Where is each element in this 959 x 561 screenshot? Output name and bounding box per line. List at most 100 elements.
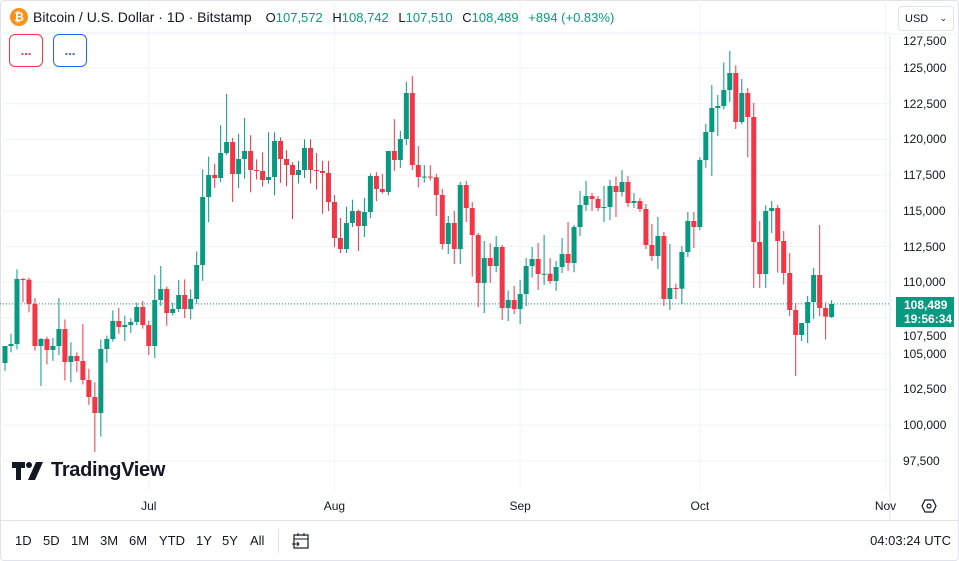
candle-up [739,93,745,122]
close-value: 108,489 [471,9,519,25]
candle-up [68,356,74,362]
candle-down [535,259,541,274]
candle-up [385,151,391,192]
time-tick-label: Jul [141,499,157,513]
candle-up [829,303,835,317]
candle-down [230,142,236,174]
candle-up [697,160,703,227]
last-price: 108,489 [904,298,948,312]
range-1y[interactable]: 1Y [196,533,212,548]
close-label: C [462,9,472,25]
candle-up [367,176,373,212]
candle-up [134,307,140,322]
candle-down [20,279,26,280]
candle-down [595,199,601,208]
change-value: +894 (+0.83%) [528,9,615,25]
candle-down [307,148,313,170]
candle-down [565,254,571,263]
last-price-label: 108,489 19:56:34 [896,297,954,327]
candle-down [787,273,793,310]
candle-up [529,259,535,266]
candle-down [254,170,260,171]
candle-down [319,171,325,173]
candle-up [98,349,104,413]
range-ytd[interactable]: YTD [159,533,185,548]
price-tick-label: 127,500 [903,34,947,48]
candle-up [302,148,307,170]
candle-down [182,295,188,309]
price-tick-label: 117,500 [903,168,946,183]
candle-up [445,223,451,244]
candle-up [679,252,685,289]
price-tick-label: 105,000 [903,346,947,361]
candle-down [661,236,667,299]
tradingview-logo[interactable]: TradingView [12,459,165,482]
candle-up [517,294,523,309]
candle-up [14,279,20,344]
candle-down [637,201,643,209]
candle-down [92,397,98,413]
candle-down [290,165,296,175]
candle-up [2,346,8,363]
candle-up [577,205,583,227]
candle-down [775,208,781,241]
candle-up [206,175,212,197]
range-6m[interactable]: 6M [129,533,148,548]
candle-up [38,339,44,346]
candle-down [379,189,385,192]
indicator-button-red[interactable]: ... [9,34,43,67]
candle-down [781,241,787,273]
time-tick-label: Oct [690,499,710,513]
price-tick-label: 107,500 [903,329,947,343]
candle-down [313,170,319,171]
range-all[interactable]: All [250,533,265,548]
candle-up [349,211,355,223]
candle-up [266,177,272,180]
candle-up [50,346,56,350]
candle-up [457,185,463,249]
candle-down [733,73,739,122]
candle-down [146,325,152,346]
candle-up [296,170,302,175]
candle-up [104,339,110,349]
candle-up [343,223,349,249]
candle-up [709,108,715,132]
price-tick-label: 100,000 [903,418,947,433]
range-5y[interactable]: 5Y [222,533,238,548]
candle-down [625,182,631,203]
candle-down [745,93,751,117]
candle-up [805,302,811,323]
candle-up [799,323,805,335]
candle-up [685,221,691,252]
candle-up [583,196,589,205]
range-1d[interactable]: 1D [15,533,32,548]
candle-up [727,73,733,90]
range-1m[interactable]: 1M [71,533,90,548]
candle-down [475,235,481,283]
high-value: 108,742 [341,9,389,25]
time-tick-label: Sep [509,499,531,513]
candle-down [278,141,284,159]
utc-clock[interactable]: 04:03:24 UTC [870,533,951,548]
candle-up [607,186,613,207]
range-5d[interactable]: 5D [43,533,60,548]
bottom-toolbar: 1D 5D 1M 3M 6M YTD 1Y 5Y All 04:03:24 UT… [0,520,959,561]
symbol-title[interactable]: Bitcoin / U.S. Dollar · 1D · Bitstamp [33,9,252,25]
candle-down [427,176,433,178]
candle-up [122,325,128,327]
candle-up [703,132,709,160]
chart-settings-icon[interactable] [921,498,937,519]
candle-up [110,321,116,339]
candle-up [811,275,817,302]
symbol-header: ₿ Bitcoin / U.S. Dollar · 1D · Bitstamp … [10,8,614,26]
logo-text: TradingView [51,459,166,481]
chevron-down-icon: ⌄ [939,13,947,23]
go-to-date-icon[interactable] [291,531,311,556]
range-3m[interactable]: 3M [100,533,119,548]
price-tick-label: 112,500 [903,239,946,254]
indicator-button-blue[interactable]: ... [53,34,87,67]
candle-down [817,275,823,308]
candle-up [523,266,529,294]
currency-select[interactable]: USD ⌄ [898,6,954,31]
